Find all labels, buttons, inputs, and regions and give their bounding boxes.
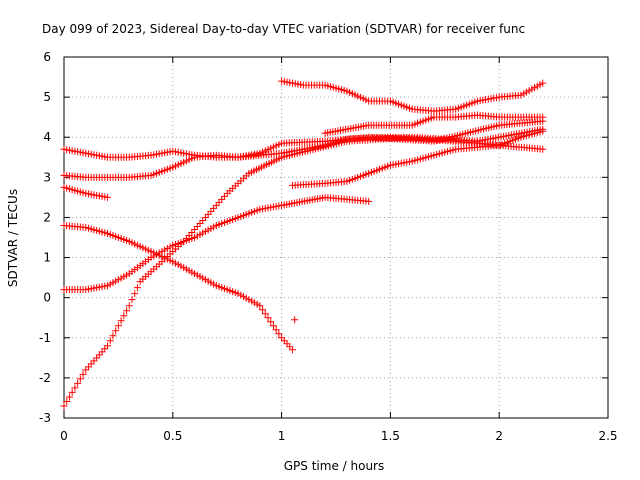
series-track-b <box>60 221 296 354</box>
series-track-i <box>321 111 547 137</box>
plot-frame <box>63 56 609 419</box>
x-tick-label: 1 <box>278 429 286 443</box>
x-tick-label: 2 <box>495 429 503 443</box>
x-tick-label: 0.5 <box>163 429 182 443</box>
y-axis-label: SDTVAR / TECUs <box>6 189 20 287</box>
y-tick-label: 4 <box>43 130 51 144</box>
series-track-c <box>60 193 373 294</box>
y-tick-label: 0 <box>43 291 51 305</box>
data-points <box>60 117 547 161</box>
series-track-g <box>278 77 547 115</box>
y-tick-label: 1 <box>43 251 51 265</box>
y-tick-label: 3 <box>43 170 51 184</box>
ticks <box>63 56 609 419</box>
y-tick-label: -1 <box>39 331 51 345</box>
series <box>60 77 547 410</box>
y-tick-label: 6 <box>43 50 51 64</box>
series-track-f <box>60 117 547 161</box>
x-tick-label: 0 <box>60 429 68 443</box>
tick-labels: 0 0.5 1 1.5 2 2.5 -3 -2 -1 0 1 2 3 4 5 6 <box>39 50 618 443</box>
data-points <box>321 111 547 137</box>
data-points <box>60 221 296 354</box>
x-tick-label: 2.5 <box>598 429 617 443</box>
chart-title: Day 099 of 2023, Sidereal Day-to-day VTE… <box>42 22 525 36</box>
y-tick-label: 2 <box>43 210 51 224</box>
y-tick-label: -2 <box>39 371 51 385</box>
data-points <box>60 193 373 294</box>
series-track-d <box>60 183 112 201</box>
grid <box>64 57 608 418</box>
x-axis-label: GPS time / hours <box>284 459 385 473</box>
x-tick-label: 1.5 <box>381 429 400 443</box>
data-points <box>288 127 547 189</box>
data-points <box>278 77 547 115</box>
y-tick-label: -3 <box>39 411 51 425</box>
data-points <box>60 183 112 201</box>
series-track-b-tail <box>291 316 299 324</box>
data-points <box>291 316 299 324</box>
y-tick-label: 5 <box>43 90 51 104</box>
series-track-h <box>288 127 547 189</box>
